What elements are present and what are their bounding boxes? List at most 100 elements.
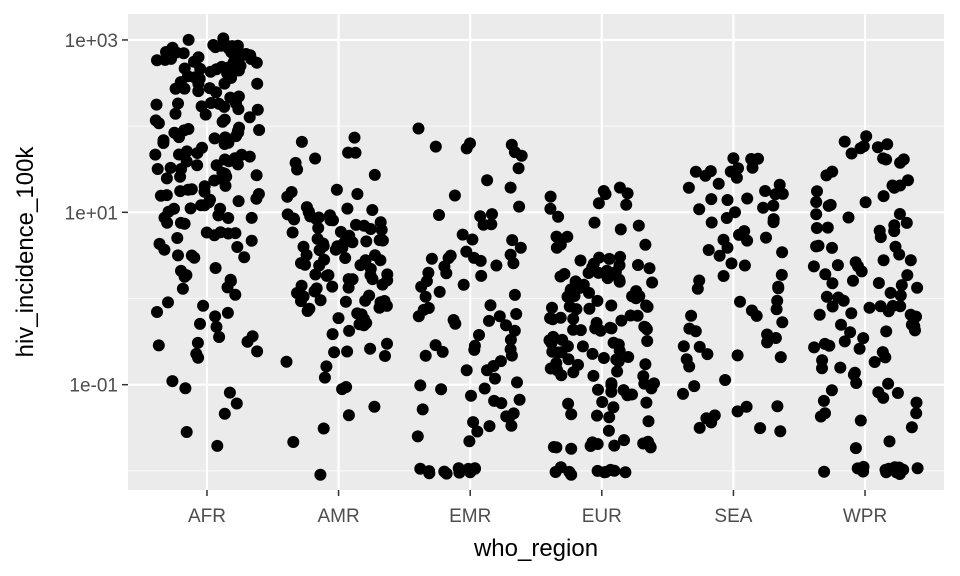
data-point-amr: [381, 274, 394, 287]
data-point-amr: [328, 346, 341, 359]
data-point-eur: [608, 464, 621, 477]
data-point-amr: [286, 226, 299, 239]
data-point-sea: [693, 340, 706, 353]
data-point-sea: [677, 387, 689, 400]
data-point-wpr: [853, 342, 866, 355]
data-point-afr: [253, 124, 266, 136]
data-point-wpr: [838, 135, 851, 148]
data-point-eur: [632, 259, 644, 271]
data-point-eur: [599, 188, 612, 201]
data-point-eur: [620, 198, 633, 211]
data-point-afr: [218, 407, 231, 420]
data-point-afr: [210, 320, 223, 333]
data-point-afr: [192, 351, 205, 364]
data-point-afr: [149, 148, 162, 161]
data-point-eur: [639, 358, 652, 371]
data-point-wpr: [817, 394, 830, 407]
data-point-emr: [422, 266, 435, 279]
data-point-sea: [685, 309, 698, 322]
data-point-eur: [592, 383, 604, 396]
data-point-wpr: [808, 341, 821, 354]
data-point-eur: [643, 262, 656, 275]
y-axis: 1e-01 1e+01 1e+03: [65, 31, 128, 397]
data-point-afr: [252, 188, 265, 200]
data-point-amr: [318, 371, 331, 384]
data-point-emr: [483, 420, 496, 433]
data-point-amr: [301, 305, 314, 317]
data-point-emr: [411, 430, 424, 443]
data-point-afr: [211, 439, 224, 452]
data-point-eur: [565, 442, 578, 455]
data-point-amr: [342, 273, 355, 286]
data-point-emr: [412, 122, 425, 135]
data-point-emr: [468, 251, 480, 264]
data-point-eur: [638, 377, 651, 390]
data-point-wpr: [849, 442, 862, 455]
x-axis-title: who_region: [473, 535, 598, 562]
data-point-eur: [597, 352, 610, 364]
data-point-emr: [490, 259, 503, 272]
data-point-afr: [173, 131, 185, 144]
data-point-emr: [468, 343, 481, 356]
data-point-sea: [721, 194, 734, 206]
data-point-emr: [478, 382, 491, 395]
data-point-eur: [567, 366, 580, 379]
data-point-eur: [574, 254, 587, 267]
data-point-eur: [640, 299, 653, 312]
data-point-sea: [761, 328, 774, 341]
data-point-wpr: [826, 277, 839, 290]
data-point-wpr: [855, 265, 868, 278]
data-point-emr: [460, 364, 473, 377]
data-point-eur: [546, 301, 558, 314]
data-point-afr: [231, 241, 244, 253]
data-point-wpr: [845, 147, 858, 160]
data-point-sea: [772, 280, 785, 293]
data-point-emr: [493, 310, 506, 323]
data-point-wpr: [871, 141, 884, 154]
data-point-emr: [460, 142, 473, 155]
data-point-afr: [195, 199, 208, 212]
data-point-afr: [232, 64, 245, 77]
data-point-emr: [419, 349, 432, 362]
data-point-afr: [238, 251, 251, 264]
data-point-emr: [504, 248, 517, 261]
panel-background: [128, 14, 944, 490]
data-point-afr: [245, 211, 258, 224]
data-point-afr: [181, 70, 194, 83]
data-point-eur: [614, 223, 627, 236]
data-point-afr: [223, 386, 236, 399]
data-point-sea: [705, 416, 718, 429]
data-point-eur: [613, 259, 626, 272]
data-point-afr: [220, 170, 233, 183]
data-point-amr: [280, 355, 293, 368]
data-point-afr: [169, 107, 182, 120]
data-point-amr: [351, 307, 364, 320]
data-point-emr: [486, 208, 498, 221]
data-point-eur: [610, 353, 623, 366]
data-point-sea: [767, 213, 780, 226]
data-point-sea: [693, 421, 706, 434]
data-point-afr: [172, 249, 184, 262]
data-point-afr: [204, 193, 216, 206]
data-point-afr: [215, 60, 228, 73]
data-point-eur: [550, 357, 563, 370]
data-point-sea: [699, 169, 712, 182]
x-tick-label: EMR: [449, 506, 491, 527]
data-point-amr: [326, 280, 339, 293]
data-point-wpr: [886, 179, 899, 192]
data-point-amr: [300, 249, 313, 261]
data-point-eur: [626, 290, 639, 303]
data-point-afr: [250, 169, 263, 182]
data-point-afr: [171, 232, 184, 244]
data-point-eur: [577, 278, 590, 291]
data-point-sea: [731, 349, 744, 362]
data-point-afr: [194, 317, 206, 330]
data-point-wpr: [884, 286, 897, 299]
data-point-eur: [591, 409, 603, 422]
data-point-sea: [771, 400, 784, 413]
data-point-eur: [601, 272, 614, 285]
data-point-afr: [219, 179, 232, 192]
data-point-afr: [152, 339, 165, 352]
data-point-wpr: [810, 240, 823, 253]
data-point-eur: [563, 465, 576, 478]
